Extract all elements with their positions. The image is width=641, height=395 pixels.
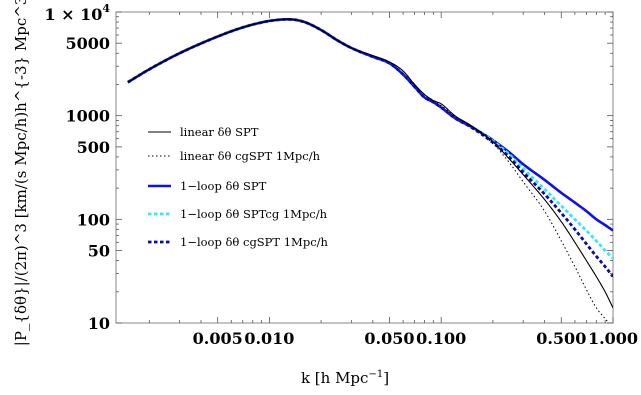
- series-line-1: [127, 18, 610, 323]
- y-tick-label: 100: [77, 210, 110, 229]
- legend-label: linear δθ cgSPT 1Mpc/h: [180, 149, 321, 163]
- x-tick-label: 0.500: [536, 329, 586, 348]
- y-tick-label: 5000: [65, 34, 110, 53]
- legend-label: 1−loop δθ SPT: [180, 179, 267, 193]
- x-axis-label: k [h Mpc−1]: [301, 369, 389, 387]
- y-axis-label: |P_{δθ}|/(2π)^3 [km/(s Mpc/h)h^{-3} Mpc^…: [12, 0, 30, 346]
- x-tick-label: 1.000: [588, 329, 638, 348]
- x-tick-label: 0.005: [193, 329, 243, 348]
- x-tick-label: 0.100: [416, 329, 466, 348]
- x-tick-label: 0.010: [244, 329, 294, 348]
- legend-label: linear δθ SPT: [180, 125, 259, 139]
- y-tick-label: 1 × 104: [44, 2, 110, 24]
- axis-ticks: [116, 11, 614, 324]
- x-tick-label: 0.050: [364, 329, 414, 348]
- plot-frame: [115, 11, 614, 324]
- tick-labels: 0.005 0.010 0.050 0.100 0.500 1.000 1 × 104 500…: [44, 2, 638, 348]
- legend-label: 1−loop δθ SPTcg 1Mpc/h: [180, 207, 328, 221]
- series-line-0: [127, 18, 613, 309]
- y-tick-label: 50: [88, 242, 110, 261]
- chart-series: [127, 17, 613, 323]
- legend: linear δθ SPT linear δθ cgSPT 1Mpc/h 1−loo…: [148, 125, 329, 249]
- legend-label: 1−loop δθ cgSPT 1Mpc/h: [180, 235, 329, 249]
- y-tick-label: 500: [77, 138, 110, 157]
- y-tick-label: 1000: [65, 107, 110, 126]
- y-tick-label: 10: [88, 314, 110, 333]
